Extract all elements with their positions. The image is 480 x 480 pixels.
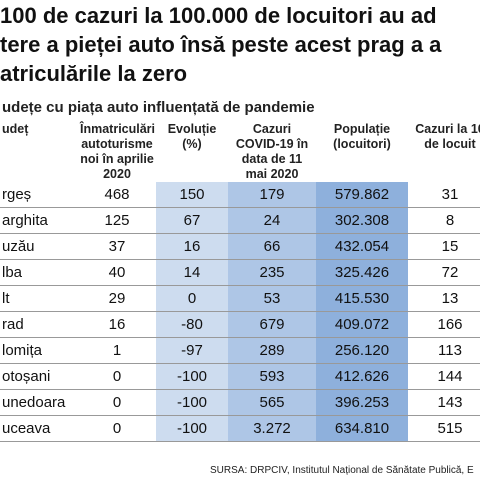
table-cell: 8 xyxy=(408,207,480,234)
table-cell: 412.626 xyxy=(316,363,408,390)
table-cell: -100 xyxy=(156,389,228,416)
table-cell: 515 xyxy=(408,415,480,442)
table-cell: lba xyxy=(0,259,78,286)
table-cell: 302.308 xyxy=(316,207,408,234)
table-row: uceava 0 -100 3.272 634.810 515 xyxy=(0,415,480,442)
table-cell: 13 xyxy=(408,285,480,312)
table-cell: 14 xyxy=(156,259,228,286)
table-row: lba 40 14 235 325.426 72 xyxy=(0,259,480,286)
table-cell: 24 xyxy=(228,207,316,234)
table-cell: rgeș xyxy=(0,182,78,208)
table-cell: 679 xyxy=(228,311,316,338)
subtitle: udețe cu piața auto influențată de pande… xyxy=(2,99,315,116)
table-cell: 256.120 xyxy=(316,337,408,364)
table-cell: -80 xyxy=(156,311,228,338)
column-header: Înmatriculări autoturisme noi în aprilie… xyxy=(80,122,156,181)
column-header: Cazuri COVID-19 în data de 11 mai 2020 xyxy=(235,122,309,181)
table-cell: 16 xyxy=(78,311,156,338)
table-row: lomița 1 -97 289 256.120 113 xyxy=(0,337,480,364)
table-cell: 634.810 xyxy=(316,415,408,442)
table-cell: arghita xyxy=(0,207,78,234)
table: udeț Înmatriculări autoturisme noi în apr… xyxy=(0,122,480,442)
table-cell: 143 xyxy=(408,389,480,416)
column-header: Cazuri la 10 de locuit xyxy=(415,122,480,151)
table-cell: 67 xyxy=(156,207,228,234)
table-cell: 415.530 xyxy=(316,285,408,312)
table-cell: 3.272 xyxy=(228,415,316,442)
table-cell: unedoara xyxy=(0,389,78,416)
table-cell: 0 xyxy=(78,389,156,416)
column-header: Populație (locuitori) xyxy=(333,122,391,151)
table-cell: 289 xyxy=(228,337,316,364)
table-cell: 565 xyxy=(228,389,316,416)
table-cell: 1 xyxy=(78,337,156,364)
table-cell: -100 xyxy=(156,415,228,442)
table-cell: 66 xyxy=(228,233,316,260)
table-cell: 15 xyxy=(408,233,480,260)
title: 100 de cazuri la 100.000 de locuitori au… xyxy=(0,2,480,87)
table-cell: uceava xyxy=(0,415,78,442)
table-cell: 144 xyxy=(408,363,480,390)
table-cell: 16 xyxy=(156,233,228,260)
table-cell: 166 xyxy=(408,311,480,338)
title-line: atriculările la zero xyxy=(0,61,188,86)
table-cell: 53 xyxy=(228,285,316,312)
table-cell: 0 xyxy=(156,285,228,312)
table-cell: 325.426 xyxy=(316,259,408,286)
table-cell: 409.072 xyxy=(316,311,408,338)
column-header: udeț xyxy=(2,122,29,136)
table-cell: 0 xyxy=(78,415,156,442)
table-cell: 579.862 xyxy=(316,182,408,208)
table-row: rad 16 -80 679 409.072 166 xyxy=(0,311,480,338)
table-cell: 40 xyxy=(78,259,156,286)
table-cell: lomița xyxy=(0,337,78,364)
table-cell: otoșani xyxy=(0,363,78,390)
source: SURSA: DRPCIV, Institutul Național de Să… xyxy=(210,465,474,476)
table-cell: 396.253 xyxy=(316,389,408,416)
table-cell: lt xyxy=(0,285,78,312)
table-row: lt 29 0 53 415.530 13 xyxy=(0,285,480,312)
table-cell: rad xyxy=(0,311,78,338)
title-line: 100 de cazuri la 100.000 de locuitori au… xyxy=(0,3,437,28)
table-cell: 29 xyxy=(78,285,156,312)
table-row: unedoara 0 -100 565 396.253 143 xyxy=(0,389,480,416)
title-line: tere a pieței auto însă peste acest prag… xyxy=(0,32,442,57)
table-row: uzău 37 16 66 432.054 15 xyxy=(0,233,480,260)
table-cell: 72 xyxy=(408,259,480,286)
header-row: udeț Înmatriculări autoturisme noi în apr… xyxy=(0,122,480,182)
table-cell: -97 xyxy=(156,337,228,364)
table-cell: 125 xyxy=(78,207,156,234)
table-cell: 593 xyxy=(228,363,316,390)
table-row: otoșani 0 -100 593 412.626 144 xyxy=(0,363,480,390)
table-cell: 113 xyxy=(408,337,480,364)
table-cell: 150 xyxy=(156,182,228,208)
table-cell: 179 xyxy=(228,182,316,208)
table-cell: 37 xyxy=(78,233,156,260)
table-cell: 468 xyxy=(78,182,156,208)
table-cell: 0 xyxy=(78,363,156,390)
table-row: arghita 125 67 24 302.308 8 xyxy=(0,207,480,234)
table-cell: 432.054 xyxy=(316,233,408,260)
table-row: rgeș 468 150 179 579.862 31 xyxy=(0,182,480,208)
table-cell: uzău xyxy=(0,233,78,260)
table-cell: -100 xyxy=(156,363,228,390)
column-header: Evoluție (%) xyxy=(167,122,217,151)
table-body: rgeș 468 150 179 579.862 31 arghita 125 67 24 302.… xyxy=(0,182,480,442)
table-cell: 31 xyxy=(408,182,480,208)
table-cell: 235 xyxy=(228,259,316,286)
